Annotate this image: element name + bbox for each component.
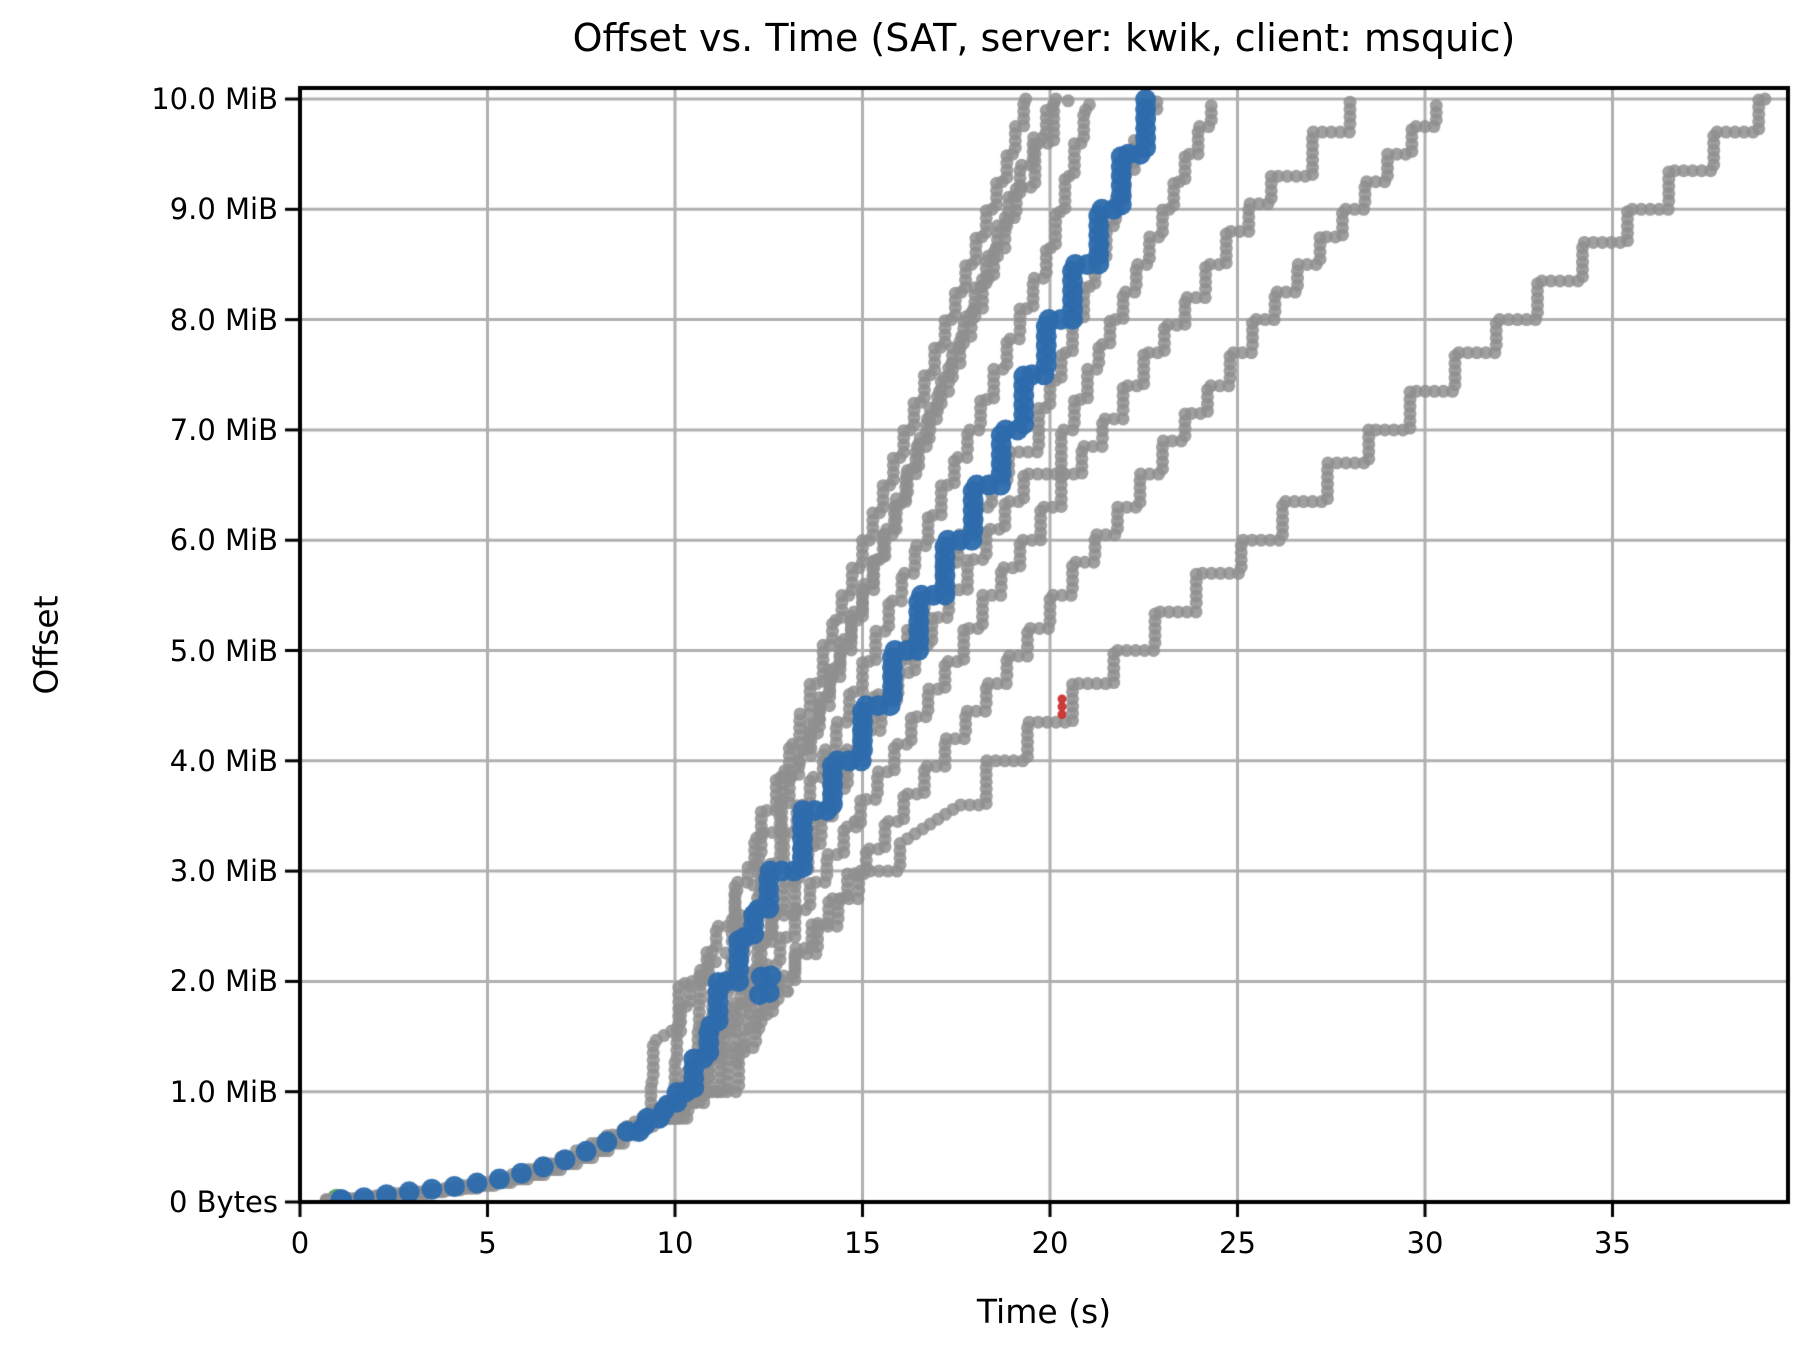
x-tick-label: 0 bbox=[290, 1226, 310, 1260]
y-tick-label: 3.0 MiB bbox=[169, 854, 278, 889]
y-tick-label: 2.0 MiB bbox=[169, 964, 278, 999]
x-tick-label: 25 bbox=[1219, 1226, 1256, 1260]
y-tick-label: 7.0 MiB bbox=[169, 412, 278, 447]
x-axis-label: Time (s) bbox=[976, 1292, 1112, 1331]
y-tick-label: 0 Bytes bbox=[168, 1185, 278, 1219]
y-tick-label: 4.0 MiB bbox=[169, 743, 278, 778]
x-tick-label: 15 bbox=[844, 1226, 881, 1260]
y-tick-label: 9.0 MiB bbox=[169, 192, 278, 227]
y-axis-label: Offset bbox=[26, 595, 66, 695]
x-tick-label: 10 bbox=[656, 1226, 694, 1260]
y-tick-label: 10.0 MiB bbox=[151, 82, 278, 117]
chart-title: Offset vs. Time (SAT, server: kwik, clie… bbox=[572, 16, 1516, 60]
y-tick-label: 5.0 MiB bbox=[169, 633, 278, 668]
x-tick-label: 30 bbox=[1406, 1226, 1444, 1260]
y-tick-label: 1.0 MiB bbox=[169, 1074, 278, 1109]
x-tick-label: 20 bbox=[1031, 1226, 1069, 1260]
x-tick-label: 35 bbox=[1594, 1226, 1631, 1260]
x-tick-label: 5 bbox=[478, 1226, 497, 1260]
y-tick-label: 6.0 MiB bbox=[169, 523, 278, 558]
y-tick-label: 8.0 MiB bbox=[169, 302, 278, 337]
